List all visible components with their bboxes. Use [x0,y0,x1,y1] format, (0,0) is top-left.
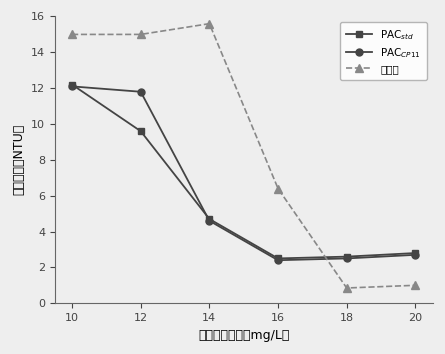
Line: PAC$_{std}$: PAC$_{std}$ [69,81,419,262]
硫酸頓 [69,32,75,36]
硫酸頓 [138,32,143,36]
Legend: PAC$_{std}$, PAC$_{CP11}$, 硫酸頓: PAC$_{std}$, PAC$_{CP11}$, 硫酸頓 [340,22,427,80]
硫酸頓 [344,286,349,290]
PAC$_{std}$ [138,129,143,133]
PAC$_{CP11}$ [413,253,418,257]
PAC$_{CP11}$ [207,219,212,223]
PAC$_{CP11}$ [344,256,349,261]
PAC$_{CP11}$ [138,90,143,94]
硫酸頓 [207,22,212,26]
PAC$_{CP11}$ [275,258,281,262]
PAC$_{std}$ [413,251,418,255]
硫酸頓 [413,283,418,287]
X-axis label: 混凝劑投加量（mg/L）: 混凝劑投加量（mg/L） [198,329,289,342]
PAC$_{std}$ [69,82,75,87]
Line: 硫酸頓: 硫酸頓 [68,19,420,292]
Line: PAC$_{CP11}$: PAC$_{CP11}$ [69,83,419,264]
PAC$_{std}$ [344,255,349,259]
PAC$_{std}$ [275,256,281,261]
Y-axis label: 剩余濁度（NTU）: 剩余濁度（NTU） [12,124,25,195]
PAC$_{std}$ [207,217,212,221]
硫酸頓 [275,187,281,191]
PAC$_{CP11}$ [69,84,75,88]
